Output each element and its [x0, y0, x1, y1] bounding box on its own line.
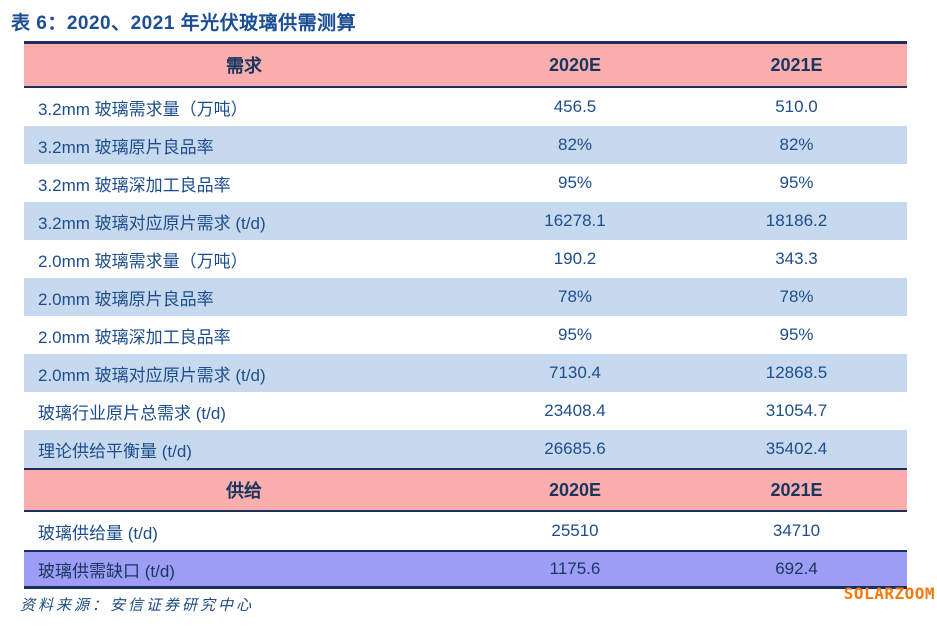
row-label: 玻璃供给量 (t/d)	[38, 523, 158, 543]
table-row: 2.0mm 玻璃原片良品率 78% 78%	[24, 278, 907, 316]
cell-2021e: 35402.4	[765, 439, 828, 458]
row-label: 2.0mm 玻璃原片良品率	[38, 289, 214, 309]
cell-2020e: 25510	[551, 521, 599, 540]
cell-2020e: 95%	[557, 173, 593, 192]
table-row: 玻璃供给量 (t/d) 25510 34710	[24, 512, 907, 550]
row-label: 2.0mm 玻璃对应原片需求 (t/d)	[38, 365, 266, 385]
row-label: 理论供给平衡量 (t/d)	[38, 441, 192, 461]
supply-header-row: 供给 2020E 2021E	[24, 468, 907, 512]
table-row: 3.2mm 玻璃深加工良品率 95% 95%	[24, 164, 907, 202]
column-header-2020e: 2020E	[548, 479, 602, 500]
supply-header-label: 供给	[226, 481, 262, 501]
table-row: 理论供给平衡量 (t/d) 26685.6 35402.4	[24, 430, 907, 468]
table-title: 表 6：2020、2021 年光伏玻璃供需测算	[11, 13, 357, 34]
row-label: 3.2mm 玻璃深加工良品率	[38, 175, 231, 195]
data-source-note: 资料来源：安信证券研究中心	[20, 596, 255, 614]
row-label: 3.2mm 玻璃对应原片需求 (t/d)	[38, 213, 266, 233]
demand-header-label: 需求	[226, 56, 262, 76]
row-label: 玻璃行业原片总需求 (t/d)	[38, 403, 226, 423]
cell-2020e: 16278.1	[544, 211, 606, 230]
cell-2020e: 1175.6	[549, 559, 601, 578]
cell-2021e: 34710	[772, 521, 821, 540]
cell-2020e: 82%	[557, 135, 593, 154]
supply-demand-table: 需求 2020E 2021E 3.2mm 玻璃需求量（万吨） 456.5 510…	[24, 41, 907, 589]
row-label: 2.0mm 玻璃深加工良品率	[38, 327, 231, 347]
table-row: 3.2mm 玻璃原片良品率 82% 82%	[24, 126, 907, 164]
row-label: 2.0mm 玻璃需求量（万吨）	[38, 251, 248, 271]
column-header-2021e: 2021E	[770, 479, 823, 500]
cell-2021e: 12868.5	[765, 363, 828, 382]
cell-2021e: 510.0	[775, 97, 818, 116]
cell-2021e: 343.3	[775, 249, 818, 268]
cell-2020e: 23408.4	[544, 401, 606, 420]
column-header-2021e: 2021E	[770, 54, 823, 75]
row-label: 3.2mm 玻璃需求量（万吨）	[38, 99, 248, 119]
row-label: 3.2mm 玻璃原片良品率	[38, 137, 214, 157]
cell-2020e: 190.2	[553, 249, 597, 268]
cell-2020e: 26685.6	[544, 439, 606, 458]
cell-2021e: 78%	[779, 287, 814, 306]
table-row: 2.0mm 玻璃深加工良品率 95% 95%	[24, 316, 907, 354]
cell-2020e: 78%	[557, 287, 593, 306]
row-label: 玻璃供需缺口 (t/d)	[38, 561, 175, 581]
table-row: 3.2mm 玻璃需求量（万吨） 456.5 510.0	[24, 88, 907, 126]
table-row: 玻璃行业原片总需求 (t/d) 23408.4 31054.7	[24, 392, 907, 430]
table-row: 2.0mm 玻璃需求量（万吨） 190.2 343.3	[24, 240, 907, 278]
solarzoom-watermark: SOLARZOOM	[843, 584, 935, 603]
cell-2020e: 95%	[557, 325, 593, 344]
cell-2020e: 456.5	[553, 97, 597, 116]
column-header-2020e: 2020E	[548, 54, 602, 75]
cell-2021e: 18186.2	[765, 211, 828, 230]
gap-row: 玻璃供需缺口 (t/d) 1175.6 692.4	[24, 550, 907, 589]
demand-header-row: 需求 2020E 2021E	[24, 41, 907, 88]
cell-2021e: 692.4	[775, 559, 818, 578]
cell-2021e: 31054.7	[765, 401, 828, 420]
cell-2020e: 7130.4	[549, 363, 601, 382]
table-row: 3.2mm 玻璃对应原片需求 (t/d) 16278.1 18186.2	[24, 202, 907, 240]
cell-2021e: 95%	[779, 173, 814, 192]
table-row: 2.0mm 玻璃对应原片需求 (t/d) 7130.4 12868.5	[24, 354, 907, 392]
cell-2021e: 95%	[779, 325, 814, 344]
cell-2021e: 82%	[779, 135, 814, 154]
